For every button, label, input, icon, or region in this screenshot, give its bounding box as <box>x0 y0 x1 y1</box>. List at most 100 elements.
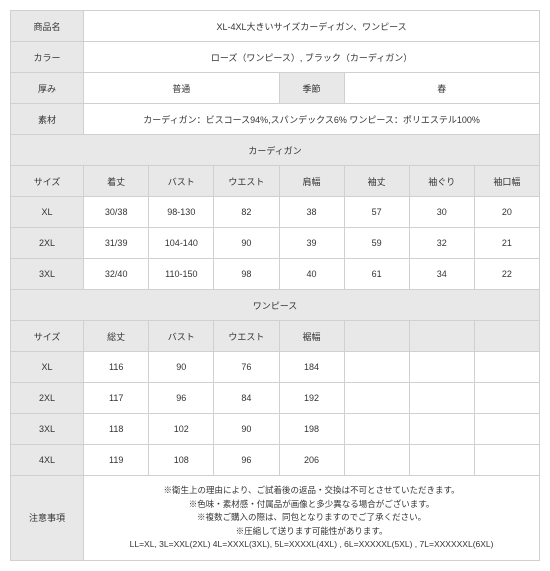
data-cell: 30/38 <box>84 197 149 228</box>
table-row: 4XL 119 108 96 206 <box>11 445 540 476</box>
cardigan-header-0: サイズ <box>11 166 84 197</box>
product-name-row: 商品名 XL-4XL大きいサイズカーディガン、ワンピース <box>11 11 540 42</box>
data-cell: 61 <box>344 259 409 290</box>
data-cell <box>474 445 539 476</box>
cardigan-section-row: カーディガン <box>11 135 540 166</box>
onepiece-header-0: サイズ <box>11 321 84 352</box>
data-cell: 192 <box>279 383 344 414</box>
data-cell <box>474 414 539 445</box>
data-cell: 90 <box>214 228 279 259</box>
data-cell: 32 <box>409 228 474 259</box>
notes-content: ※衛生上の理由により、ご試着後の返品・交換は不可とさせていただきます。 ※色味・… <box>84 476 540 561</box>
data-cell <box>474 383 539 414</box>
thickness-season-row: 厚み 普通 季節 春 <box>11 73 540 104</box>
data-cell <box>344 383 409 414</box>
thickness-label: 厚み <box>11 73 84 104</box>
data-cell: 108 <box>149 445 214 476</box>
data-cell: 32/40 <box>84 259 149 290</box>
data-cell: 30 <box>409 197 474 228</box>
cardigan-header-7: 袖口幅 <box>474 166 539 197</box>
product-spec-table: 商品名 XL-4XL大きいサイズカーディガン、ワンピース カラー ローズ（ワンピ… <box>10 10 540 561</box>
material-value: カーディガン：ビスコース94%,スパンデックス6% ワンピース：ポリエステル10… <box>84 104 540 135</box>
data-cell: 184 <box>279 352 344 383</box>
data-cell: 20 <box>474 197 539 228</box>
cardigan-header-2: バスト <box>149 166 214 197</box>
cardigan-header-row: サイズ 着丈 バスト ウエスト 肩幅 袖丈 袖ぐり 袖口幅 <box>11 166 540 197</box>
cardigan-header-3: ウエスト <box>214 166 279 197</box>
size-cell: 2XL <box>11 383 84 414</box>
color-label: カラー <box>11 42 84 73</box>
table-row: 2XL 117 96 84 192 <box>11 383 540 414</box>
size-cell: 2XL <box>11 228 84 259</box>
data-cell <box>474 352 539 383</box>
data-cell: 31/39 <box>84 228 149 259</box>
onepiece-header-row: サイズ 総丈 バスト ウエスト 裾幅 <box>11 321 540 352</box>
table-row: 2XL 31/39 104-140 90 39 59 32 21 <box>11 228 540 259</box>
onepiece-header-3: ウエスト <box>214 321 279 352</box>
data-cell: 98-130 <box>149 197 214 228</box>
data-cell: 59 <box>344 228 409 259</box>
onepiece-header-2: バスト <box>149 321 214 352</box>
data-cell: 82 <box>214 197 279 228</box>
notes-line: ※複数ご購入の際は、同包となりますのでご了承ください。 <box>88 511 535 525</box>
color-row: カラー ローズ（ワンピース）, ブラック（カーディガン） <box>11 42 540 73</box>
data-cell: 98 <box>214 259 279 290</box>
material-label: 素材 <box>11 104 84 135</box>
thickness-value: 普通 <box>84 73 279 104</box>
size-cell: 4XL <box>11 445 84 476</box>
data-cell: 102 <box>149 414 214 445</box>
data-cell: 57 <box>344 197 409 228</box>
data-cell: 119 <box>84 445 149 476</box>
onepiece-header-4: 裾幅 <box>279 321 344 352</box>
size-cell: XL <box>11 197 84 228</box>
data-cell: 76 <box>214 352 279 383</box>
season-label: 季節 <box>279 73 344 104</box>
table-row: XL 30/38 98-130 82 38 57 30 20 <box>11 197 540 228</box>
size-cell: 3XL <box>11 414 84 445</box>
data-cell: 39 <box>279 228 344 259</box>
data-cell: 110-150 <box>149 259 214 290</box>
notes-label: 注意事項 <box>11 476 84 561</box>
table-row: 3XL 118 102 90 198 <box>11 414 540 445</box>
color-value: ローズ（ワンピース）, ブラック（カーディガン） <box>84 42 540 73</box>
data-cell: 96 <box>149 383 214 414</box>
onepiece-header-7 <box>474 321 539 352</box>
data-cell: 38 <box>279 197 344 228</box>
table-row: 3XL 32/40 110-150 98 40 61 34 22 <box>11 259 540 290</box>
data-cell <box>409 352 474 383</box>
data-cell: 84 <box>214 383 279 414</box>
onepiece-section-title: ワンピース <box>11 290 540 321</box>
onepiece-header-5 <box>344 321 409 352</box>
size-cell: XL <box>11 352 84 383</box>
notes-row: 注意事項 ※衛生上の理由により、ご試着後の返品・交換は不可とさせていただきます。… <box>11 476 540 561</box>
data-cell <box>344 414 409 445</box>
data-cell: 22 <box>474 259 539 290</box>
cardigan-header-5: 袖丈 <box>344 166 409 197</box>
season-value: 春 <box>344 73 539 104</box>
material-row: 素材 カーディガン：ビスコース94%,スパンデックス6% ワンピース：ポリエステ… <box>11 104 540 135</box>
notes-line: ※衛生上の理由により、ご試着後の返品・交換は不可とさせていただきます。 <box>88 484 535 498</box>
onepiece-header-1: 総丈 <box>84 321 149 352</box>
data-cell: 116 <box>84 352 149 383</box>
cardigan-header-6: 袖ぐり <box>409 166 474 197</box>
onepiece-header-6 <box>409 321 474 352</box>
product-name-label: 商品名 <box>11 11 84 42</box>
data-cell: 96 <box>214 445 279 476</box>
notes-line: ※圧縮して送ります可能性があります。 <box>88 525 535 539</box>
cardigan-section-title: カーディガン <box>11 135 540 166</box>
data-cell: 198 <box>279 414 344 445</box>
table-row: XL 116 90 76 184 <box>11 352 540 383</box>
data-cell <box>344 352 409 383</box>
data-cell: 21 <box>474 228 539 259</box>
data-cell: 104-140 <box>149 228 214 259</box>
data-cell: 90 <box>214 414 279 445</box>
onepiece-section-row: ワンピース <box>11 290 540 321</box>
data-cell <box>344 445 409 476</box>
data-cell: 34 <box>409 259 474 290</box>
data-cell <box>409 445 474 476</box>
size-cell: 3XL <box>11 259 84 290</box>
cardigan-header-4: 肩幅 <box>279 166 344 197</box>
data-cell: 118 <box>84 414 149 445</box>
data-cell <box>409 383 474 414</box>
data-cell: 117 <box>84 383 149 414</box>
